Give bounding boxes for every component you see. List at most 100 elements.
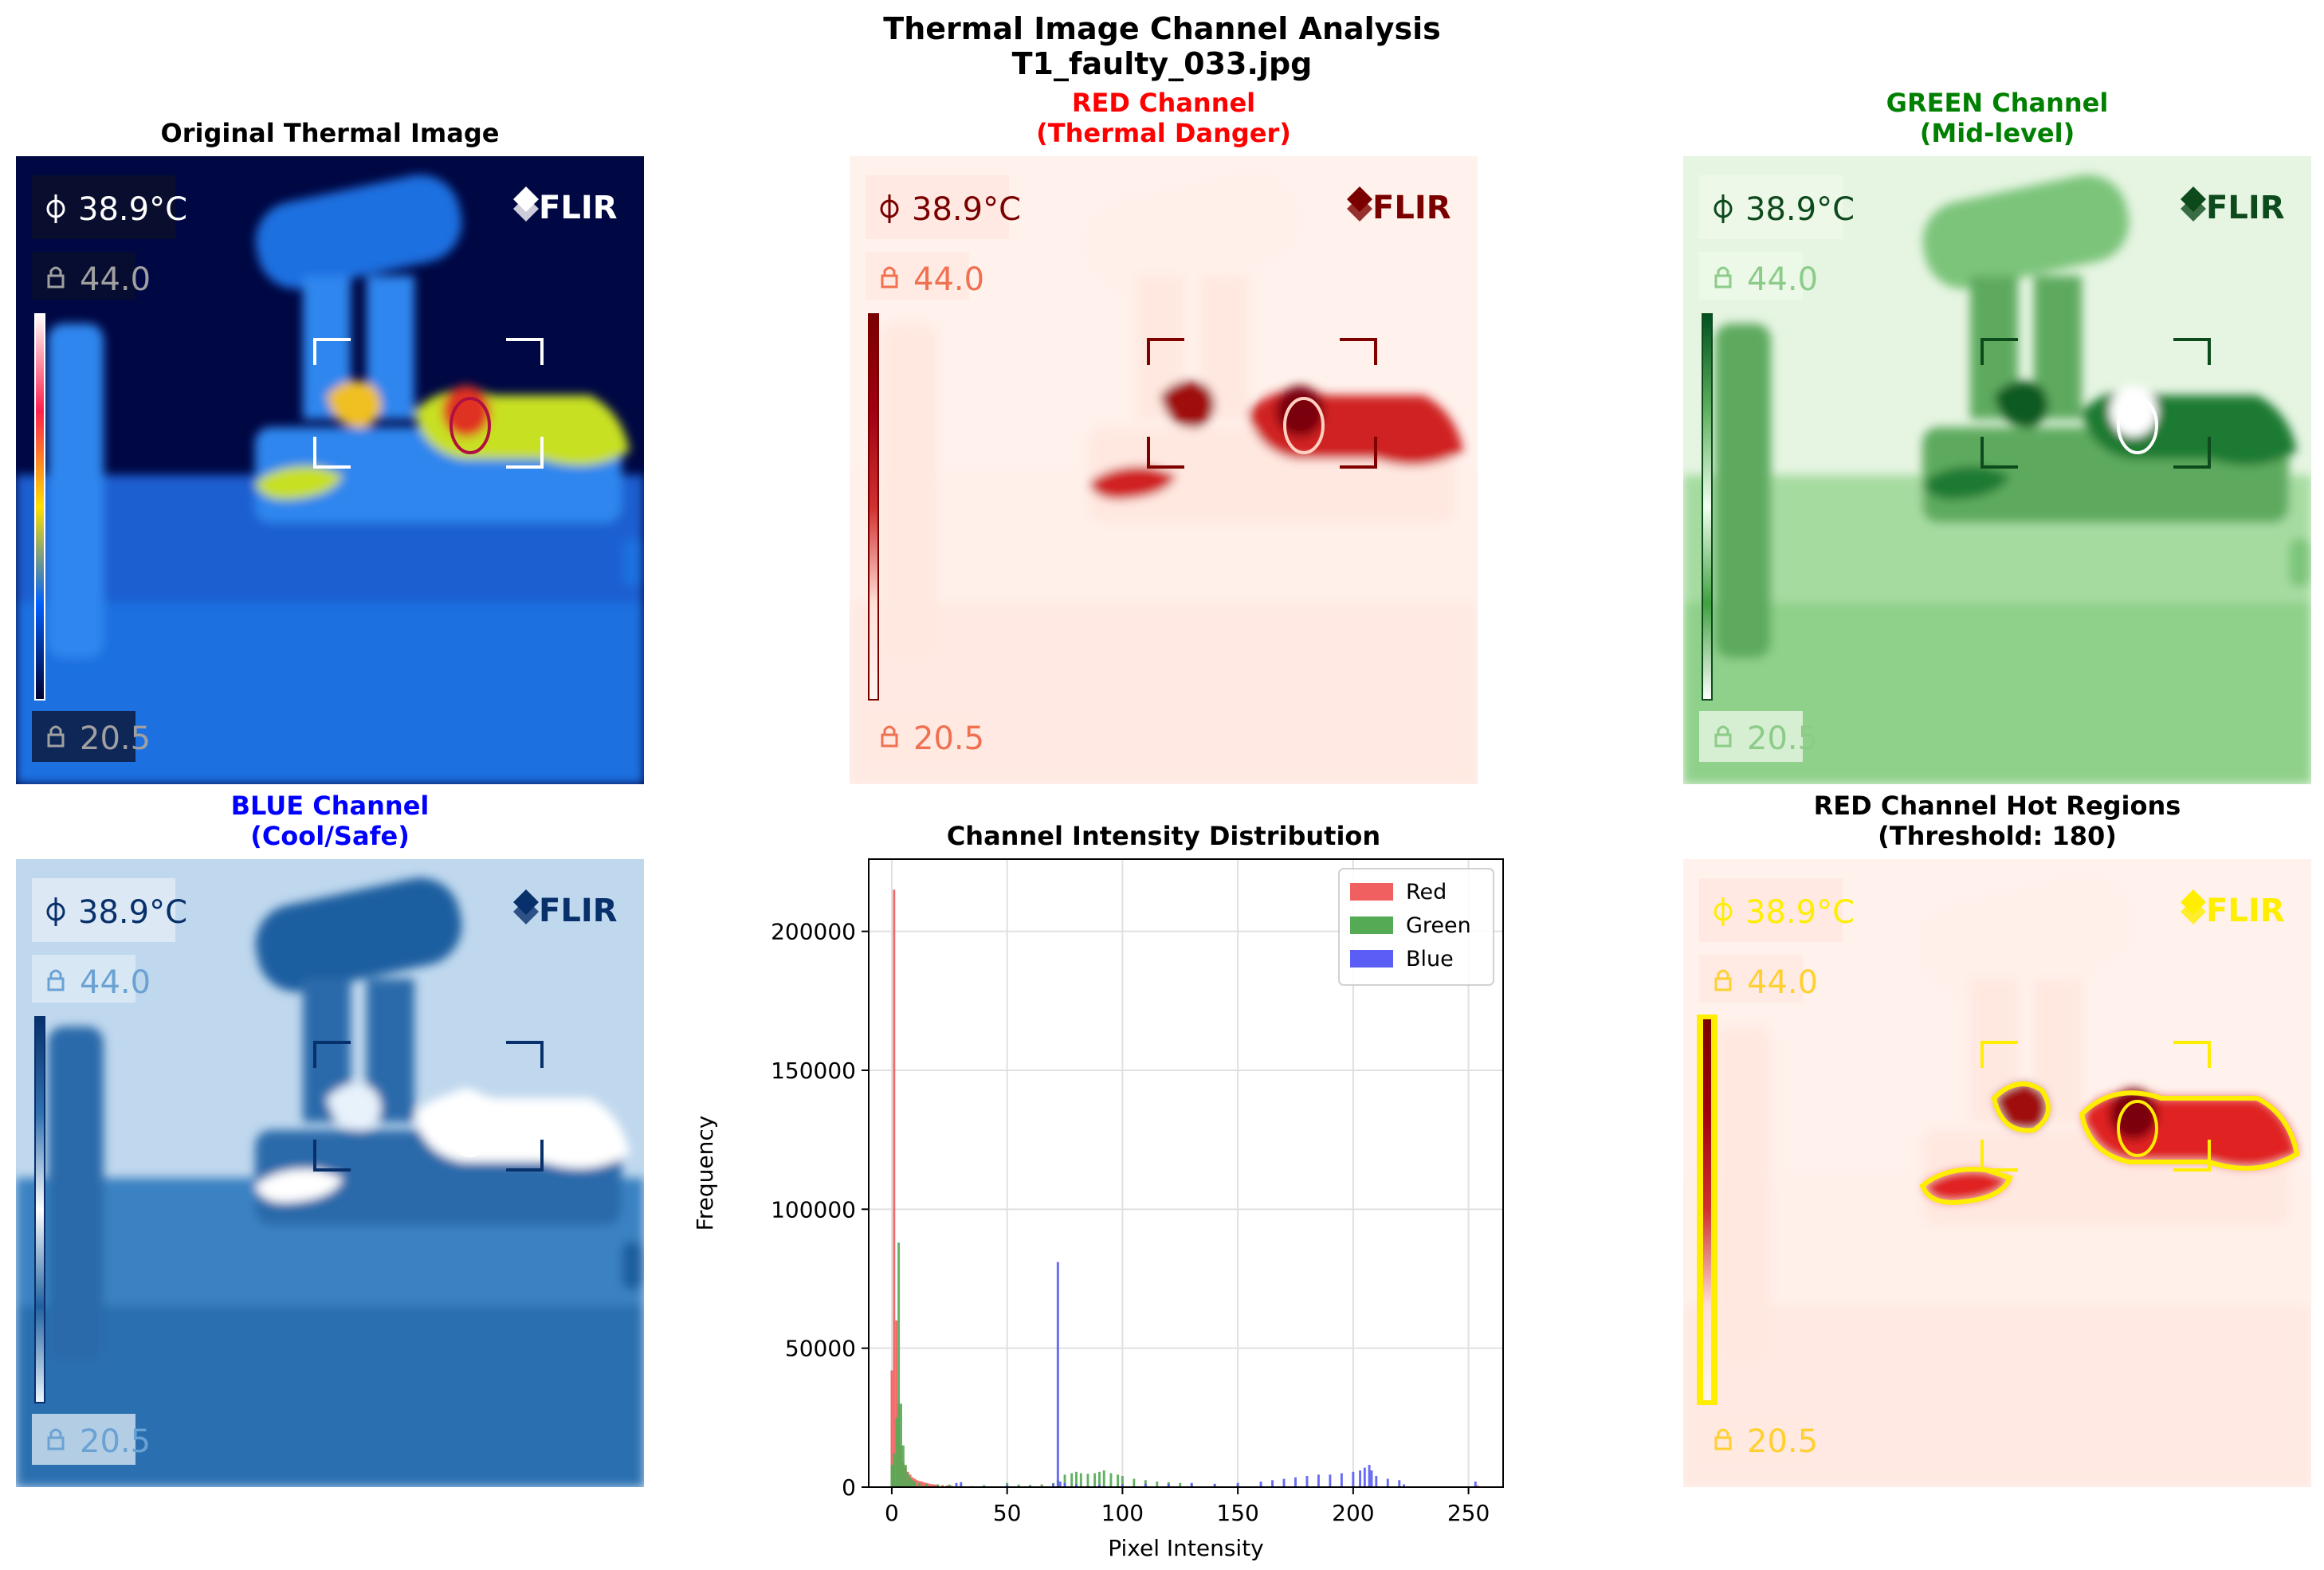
histogram-bar-green bbox=[1029, 1485, 1032, 1487]
histogram-bar-blue bbox=[1386, 1478, 1389, 1487]
histogram-bar-red bbox=[934, 1484, 937, 1487]
thermal-image-green-channel: 38.9°C 44.0 20.5 FLIR bbox=[1683, 156, 2311, 784]
lock-icon bbox=[47, 725, 65, 748]
hot-spot-core bbox=[2110, 386, 2157, 437]
left-pole-shape bbox=[1715, 1026, 1771, 1361]
flir-logo: FLIR bbox=[1347, 186, 1451, 226]
histogram-bar-green bbox=[1079, 1473, 1082, 1487]
histogram-bar-blue bbox=[1329, 1474, 1332, 1487]
series-blue bbox=[955, 1262, 1477, 1487]
crosshair-icon bbox=[1714, 897, 1733, 926]
hot-spot-region bbox=[327, 1084, 381, 1131]
panel-subtitle-hot: (Threshold: 180) bbox=[1878, 821, 2117, 851]
lock-icon bbox=[1714, 266, 1732, 288]
tank-shape bbox=[255, 175, 462, 289]
histogram-bar-green bbox=[1070, 1473, 1074, 1487]
lock-icon bbox=[1714, 725, 1732, 748]
histogram-bar-blue bbox=[1398, 1480, 1401, 1487]
histogram-bar-green bbox=[901, 1445, 905, 1487]
svg-text:FLIR: FLIR bbox=[539, 190, 618, 226]
hot-region-contour bbox=[1697, 1015, 2300, 1405]
histogram-bar-green bbox=[1133, 1478, 1136, 1487]
spot-temp-text: 38.9°C bbox=[1745, 191, 1855, 228]
hot-bar-contour bbox=[1697, 1015, 1717, 1405]
target-frame bbox=[313, 1041, 544, 1172]
histogram-bar-green bbox=[936, 1484, 940, 1487]
spot-ring bbox=[449, 397, 491, 454]
histogram-bar-blue bbox=[1190, 1482, 1193, 1487]
hot-spot-core bbox=[2110, 1089, 2157, 1140]
hot-spot-core bbox=[442, 386, 490, 437]
histogram-bar-blue bbox=[1236, 1482, 1239, 1487]
figure-subtitle: T1_faulty_033.jpg bbox=[1011, 46, 1313, 81]
target-frame bbox=[1147, 338, 1377, 469]
x-tick-label: 250 bbox=[1447, 1500, 1490, 1526]
legend-entry: Blue bbox=[1406, 947, 1454, 971]
thermal-image-red-channel: 38.9°C 44.0 20.5 FLIR bbox=[850, 156, 1478, 784]
histogram-bar-blue bbox=[1075, 1484, 1078, 1487]
histogram-bar-red bbox=[932, 1484, 935, 1487]
series-green bbox=[890, 1242, 1401, 1487]
histogram-bar-blue bbox=[1052, 1483, 1055, 1487]
histogram-bar-red bbox=[890, 1370, 893, 1487]
right-edge-shape bbox=[622, 539, 644, 587]
left-pole-shape bbox=[48, 1026, 104, 1361]
lock-icon bbox=[881, 266, 898, 288]
histogram-bar-blue bbox=[1305, 1476, 1309, 1487]
left-pole-shape bbox=[48, 324, 104, 658]
histogram-bar-blue bbox=[1006, 1485, 1009, 1487]
max-temp-text: 44.0 bbox=[1747, 964, 1818, 1001]
histogram-bar-green bbox=[906, 1473, 909, 1487]
histogram-bar-red bbox=[893, 889, 896, 1487]
lock-icon bbox=[47, 1428, 65, 1450]
legend-swatch bbox=[1350, 883, 1393, 901]
histogram-bar-blue bbox=[1370, 1470, 1373, 1487]
left-pole-shape bbox=[1715, 324, 1771, 658]
max-temp-text: 44.0 bbox=[913, 261, 984, 298]
max-temp-text: 44.0 bbox=[80, 964, 151, 1001]
histogram-bar-green bbox=[1156, 1482, 1159, 1487]
hot-spot-core bbox=[442, 1089, 490, 1140]
histogram-bar-green bbox=[948, 1484, 951, 1487]
histogram-bar-green bbox=[1102, 1470, 1105, 1487]
right-edge-shape bbox=[2289, 1242, 2311, 1289]
histogram-bar-green bbox=[1075, 1471, 1078, 1487]
hot-spot-region bbox=[1160, 381, 1215, 428]
histogram-bar-green bbox=[1098, 1471, 1101, 1487]
svg-text:FLIR: FLIR bbox=[539, 893, 618, 929]
tank-shape bbox=[255, 877, 462, 992]
histogram-bar-red bbox=[927, 1483, 930, 1487]
thermal-image-hot-regions: 38.9°C 44.0 20.5 FLIR bbox=[1683, 859, 2311, 1487]
histogram-bar-green bbox=[1017, 1484, 1020, 1487]
lock-icon bbox=[1714, 1428, 1732, 1450]
flir-logo: FLIR bbox=[513, 889, 618, 929]
panel-title-hot: RED Channel Hot Regions bbox=[1813, 791, 2181, 821]
hot-spot-region bbox=[1089, 466, 1176, 500]
histogram-bar-green bbox=[904, 1465, 907, 1487]
y-tick-label: 0 bbox=[842, 1474, 856, 1501]
color-scale-bar bbox=[34, 313, 45, 701]
hot-spot-region bbox=[1922, 466, 2010, 500]
left-pole-shape bbox=[881, 324, 937, 658]
target-frame bbox=[1981, 338, 2211, 469]
flir-logo: FLIR bbox=[513, 186, 618, 226]
max-temp-text: 44.0 bbox=[1747, 261, 1818, 298]
histogram-bar-blue bbox=[1213, 1483, 1216, 1487]
min-temp-text: 20.5 bbox=[1747, 720, 1818, 757]
histogram-bar-green bbox=[890, 1465, 893, 1487]
spot-temp-text: 38.9°C bbox=[1745, 894, 1855, 931]
x-tick-label: 200 bbox=[1332, 1500, 1374, 1526]
svg-text:FLIR: FLIR bbox=[2206, 893, 2285, 929]
histogram-bar-blue bbox=[1352, 1471, 1355, 1487]
histogram-bar-blue bbox=[1375, 1476, 1378, 1487]
legend-swatch bbox=[1350, 950, 1393, 968]
histogram-bar-red bbox=[895, 1320, 898, 1487]
right-edge-shape bbox=[2289, 539, 2311, 587]
histogram-bar-blue bbox=[1259, 1482, 1262, 1487]
lock-icon bbox=[1714, 969, 1732, 991]
max-temp-text: 44.0 bbox=[80, 261, 151, 298]
hot-spot-region bbox=[327, 381, 381, 428]
tank-shape bbox=[1922, 877, 2130, 992]
crosshair-icon bbox=[46, 897, 65, 926]
legend-swatch bbox=[1350, 916, 1393, 934]
